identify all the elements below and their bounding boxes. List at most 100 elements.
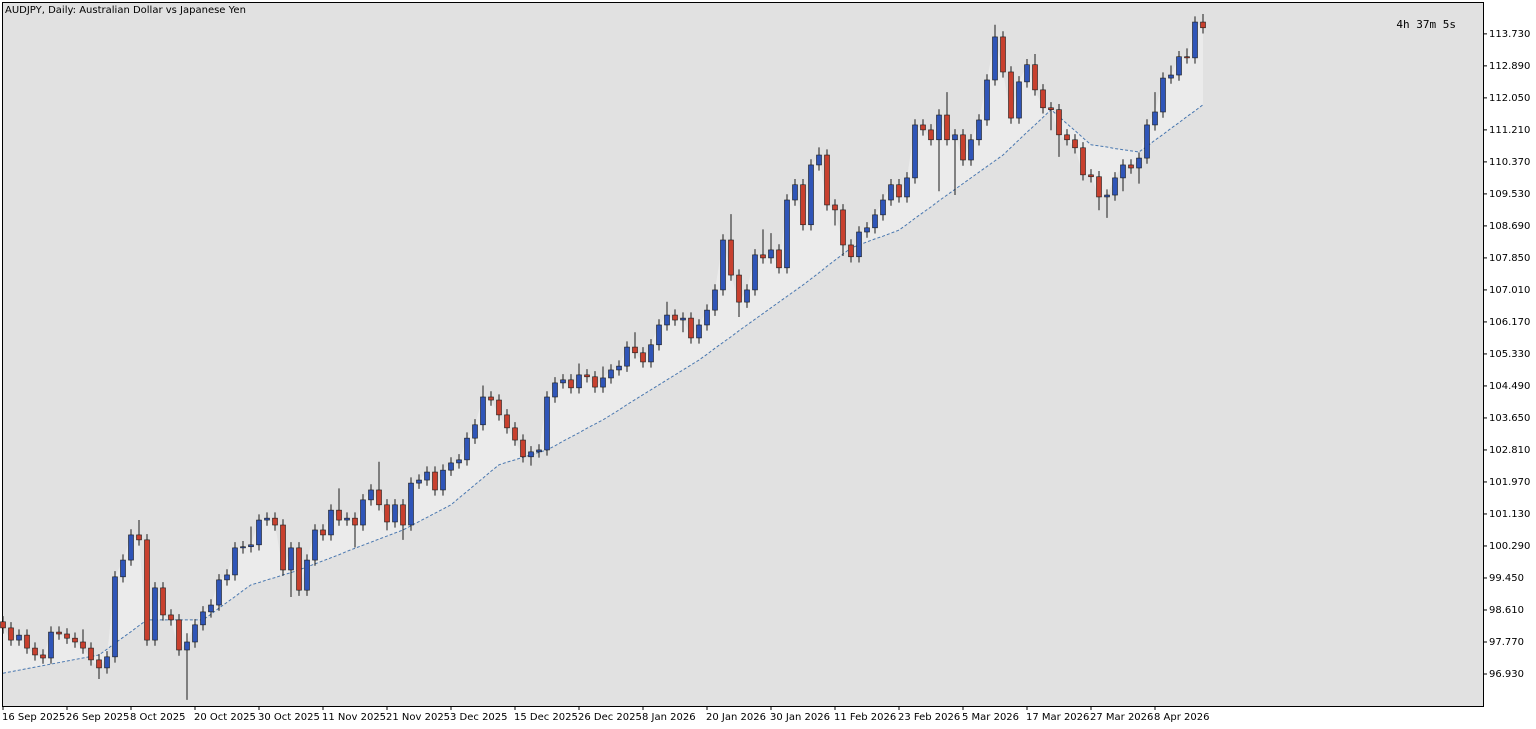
candle-body [72,637,78,643]
candle-body [288,547,294,571]
candle-body [304,559,310,591]
candle-body [880,199,886,216]
candle-body [792,184,798,201]
candle-body [168,614,174,621]
candle-body [560,379,566,384]
candle-body [256,519,262,546]
x-tick-label: 15 Dec 2025 [514,712,578,723]
y-tick-label: 100.290 [1489,541,1530,552]
x-tick-label: 26 Sep 2025 [66,712,129,723]
band-layer [2,22,1204,674]
candle-body [488,396,494,401]
candle-body [528,451,534,458]
candle-body [632,346,638,354]
candle-body [400,504,406,526]
candle-body [368,489,374,501]
x-tick-label: 20 Jan 2026 [706,712,766,723]
candle-body [680,317,686,321]
candle-body [336,509,342,521]
candle-body [240,546,246,549]
candle-body [744,289,750,303]
x-tick-label: 11 Nov 2025 [322,712,386,723]
candle-body [384,504,390,523]
x-tick-label: 3 Dec 2025 [450,712,508,723]
candle-body [112,576,118,658]
candle-body [608,369,614,379]
candle-body [0,621,6,629]
candle-body [184,641,190,651]
candle-body [328,509,334,536]
candle-body [280,524,286,571]
candle-body [480,396,486,426]
y-tick-label: 102.810 [1489,445,1530,456]
candle-body [144,539,150,641]
x-tick-label: 20 Oct 2025 [194,712,256,723]
candle-body [432,471,438,491]
candle-body [696,324,702,339]
candle-body [1144,124,1150,159]
candle-body [40,654,46,659]
candle-body [416,479,422,484]
candle-body [800,184,806,226]
candle-body [80,641,86,649]
candle-body [656,324,662,346]
candle-body [1184,56,1190,59]
candle-body [160,587,166,616]
candle-body [1136,157,1142,169]
y-tick-label: 109.530 [1489,189,1530,200]
candle-body [648,344,654,363]
candle-body [344,517,350,521]
candle-body [584,374,590,378]
y-tick-label: 107.010 [1489,285,1530,296]
candle-body [624,346,630,367]
candle-body [600,377,606,388]
candle-body [872,214,878,229]
candle-body [552,382,558,398]
candle-body [1024,64,1030,83]
candle-body [1088,174,1094,178]
candle-body [464,437,470,461]
candle-body [48,631,54,659]
x-tick-label: 23 Feb 2026 [898,712,960,723]
candle-body [960,134,966,161]
candle-body [1008,71,1014,119]
y-tick-label: 98.610 [1489,605,1524,616]
candle-body [808,164,814,226]
candle-body [1200,21,1206,29]
y-tick-label: 112.890 [1489,61,1530,72]
candle-body [568,379,574,389]
candle-body [1104,194,1110,198]
candle-body [248,544,254,548]
x-tick-label: 17 Mar 2026 [1026,712,1089,723]
overlay-band [3,22,1203,674]
candle-body [232,547,238,576]
candle-body [1096,176,1102,198]
candle-body [192,624,198,643]
candle-body [272,517,278,526]
candle-body [1192,21,1198,59]
candle-layer [0,14,1206,700]
candle-body [768,249,774,259]
x-tick-label: 27 Mar 2026 [1090,712,1153,723]
candle-body [264,517,270,521]
candle-body [320,529,326,536]
candle-body [952,134,958,141]
candle-body [312,529,318,561]
candle-body [512,427,518,441]
candle-body [688,317,694,339]
y-tick-label: 105.330 [1489,349,1530,360]
candle-body [16,634,22,641]
candle-body [392,504,398,523]
y-tick-label: 101.970 [1489,477,1530,488]
bar-timer: 4h 37m 5s [1396,18,1456,31]
y-tick-label: 106.170 [1489,317,1530,328]
candle-body [1152,111,1158,126]
y-tick-label: 103.650 [1489,413,1530,424]
candle-body [136,534,142,541]
y-tick-label: 111.210 [1489,125,1530,136]
x-tick-label: 21 Nov 2025 [386,712,450,723]
chart-title: AUDJPY, Daily: Australian Dollar vs Japa… [5,5,246,16]
candle-body [664,314,670,326]
candle-body [720,239,726,291]
